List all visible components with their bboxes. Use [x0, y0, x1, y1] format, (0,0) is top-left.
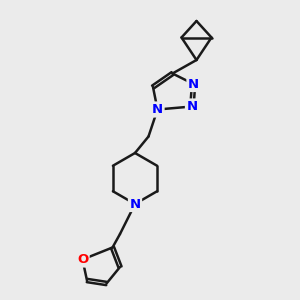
Text: N: N	[129, 197, 141, 211]
Text: N: N	[186, 100, 198, 113]
Text: N: N	[188, 77, 199, 91]
Text: N: N	[152, 103, 163, 116]
Text: O: O	[77, 253, 88, 266]
